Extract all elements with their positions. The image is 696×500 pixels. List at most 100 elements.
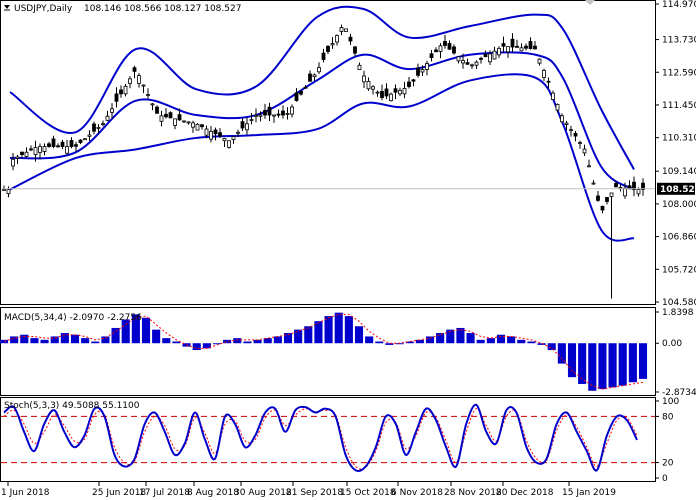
macd-bar (476, 339, 485, 344)
price-ytick-label: 105.720 (662, 265, 696, 275)
macd-bar (172, 341, 181, 344)
candle-body (425, 63, 429, 70)
price-ytick-label: 110.310 (662, 134, 696, 144)
macd-bar (628, 343, 637, 383)
stoch-ytick-label: 0 (662, 474, 668, 484)
macd-bar (131, 314, 140, 344)
stoch-levels (1, 415, 655, 464)
macd-signal-line (3, 313, 644, 390)
macd-bar (344, 316, 353, 344)
candle-body (632, 181, 636, 190)
macd-bar (212, 343, 222, 345)
candle-body (267, 106, 272, 116)
x-tick-label: 25 Jun 2018 (92, 488, 146, 498)
candle-body (474, 61, 479, 66)
candle-body (60, 141, 65, 147)
candle-body (492, 50, 497, 60)
macd-bar (436, 333, 445, 344)
candle-body (335, 35, 339, 43)
price-bands (9, 5, 635, 242)
candle-body (132, 67, 137, 72)
candle-body (254, 114, 258, 117)
macd-bar (446, 329, 455, 344)
stoch-ytick-label: 100 (662, 397, 679, 407)
macd-bar (588, 343, 597, 391)
candle-body (456, 56, 461, 62)
macd-bar (598, 343, 607, 390)
candle-body (20, 151, 24, 155)
macd-bar (486, 338, 495, 344)
candle-body (317, 67, 321, 73)
candle-body (506, 46, 510, 53)
candle-body (393, 88, 398, 93)
candle-body (38, 146, 42, 153)
macd-bar (50, 336, 59, 344)
candle-body (411, 79, 416, 82)
candle-body (312, 74, 317, 78)
candle-body (290, 106, 294, 115)
stoch-y-axis: 100 80 20 0 (655, 397, 679, 484)
candle-body (56, 145, 60, 148)
price-candles (2, 24, 645, 299)
candle-body (69, 140, 74, 147)
candle-body (164, 113, 168, 118)
price-ytick-label: 106.860 (662, 233, 696, 243)
x-tick-label: 20 Dec 2018 (496, 488, 554, 498)
price-ytick-label: 109.140 (662, 167, 696, 177)
macd-bar (547, 343, 556, 351)
candle-body (74, 144, 78, 147)
candle-body (249, 119, 254, 121)
stoch-label: Stoch(5,3,3) 49.5088 55.1100 (4, 401, 140, 411)
bollinger-lower-line (9, 73, 635, 242)
candle-body (42, 146, 47, 152)
candle-body (195, 123, 200, 131)
candle-body (146, 94, 150, 96)
candle-body (182, 120, 186, 123)
candle-body (542, 70, 546, 78)
candle-body (33, 147, 38, 156)
candle-body (245, 123, 249, 131)
candle-body (222, 138, 227, 142)
candle-body (362, 75, 366, 83)
candle-body (420, 68, 425, 73)
candle-body (591, 182, 596, 185)
candle-body (357, 64, 362, 71)
shift-marker-icon[interactable] (585, 0, 595, 5)
candle-body (578, 142, 582, 144)
candle-body (177, 114, 182, 121)
macd-bar (141, 317, 151, 344)
candle-body (47, 143, 51, 147)
macd-bar (60, 333, 69, 344)
macd-bar (415, 339, 424, 344)
price-ytick-label: 108.000 (662, 200, 696, 210)
x-tick-label: 15 Oct 2018 (340, 488, 396, 498)
candle-body (479, 57, 483, 60)
macd-bar (537, 343, 546, 345)
macd-bar (365, 336, 374, 344)
candle-body (326, 45, 330, 52)
candle-body (15, 156, 20, 159)
macd-bar (30, 338, 39, 344)
candle-body (389, 93, 393, 102)
macd-bar (40, 339, 49, 344)
price-ytick-label: 112.590 (662, 68, 696, 78)
candle-body (596, 195, 600, 201)
candle-body (272, 114, 276, 117)
macd-bar (20, 334, 29, 344)
bollinger-middle-line (9, 51, 635, 191)
macd-bar (294, 329, 303, 344)
candle-body (380, 91, 384, 98)
candle-body (303, 86, 308, 89)
stoch-main-line (3, 403, 638, 473)
last-price-box (657, 182, 695, 195)
candle-body (564, 122, 569, 125)
candle-body (204, 128, 209, 136)
candle-body (623, 187, 627, 197)
candle-body (137, 75, 141, 84)
stoch-panel: Stoch(5,3,3) 49.5088 55.1100 100 80 20 0 (0, 397, 679, 484)
candle-body (497, 47, 501, 56)
macd-ytick-label: 1.8398 (662, 308, 694, 318)
candle-body (551, 92, 555, 100)
macd-panel: MACD(5,34,4) -2.0970 -2.2756 1.8398 0.00 -… (0, 307, 696, 398)
macd-bar (385, 343, 394, 345)
